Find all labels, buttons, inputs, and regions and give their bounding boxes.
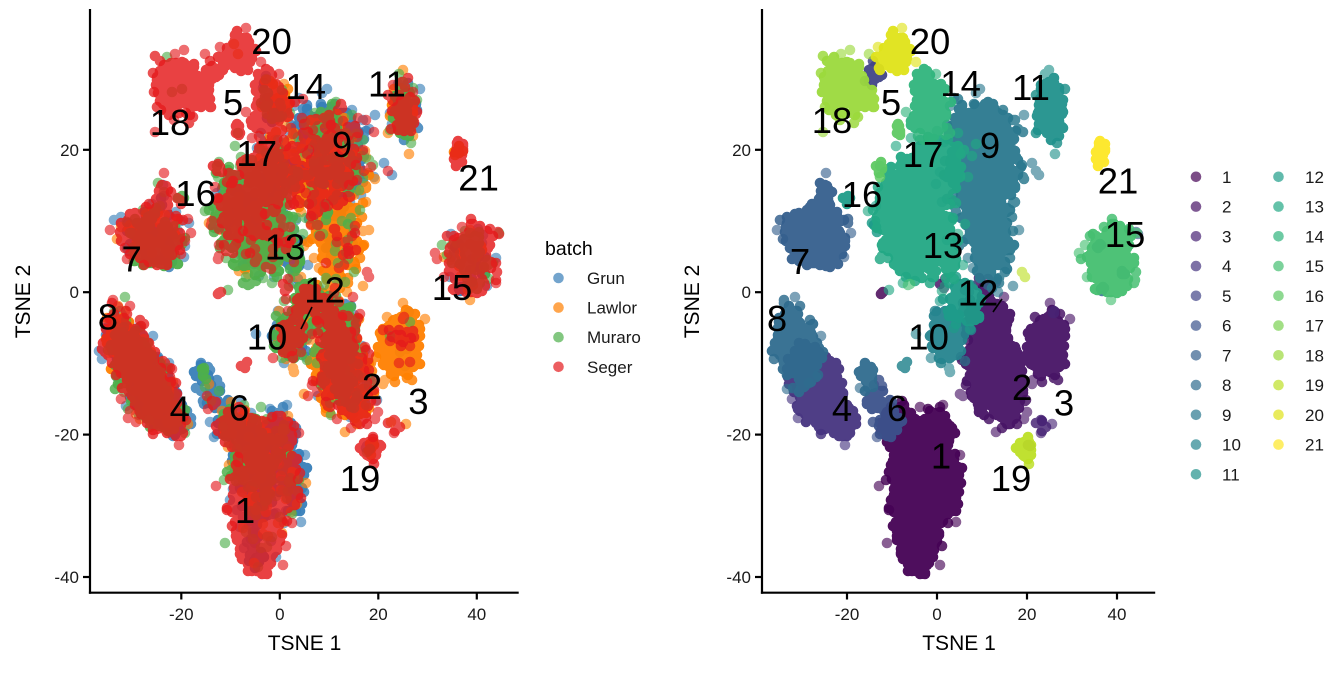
svg-text:13: 13	[923, 225, 964, 266]
svg-text:3: 3	[1054, 383, 1074, 424]
svg-text:2: 2	[1012, 367, 1032, 408]
svg-text:TSNE 1: TSNE 1	[922, 632, 996, 655]
svg-text:2: 2	[1222, 198, 1231, 217]
svg-text:10: 10	[908, 317, 949, 358]
svg-text:4: 4	[832, 388, 852, 429]
svg-text:14: 14	[940, 63, 981, 104]
svg-text:18: 18	[1305, 346, 1324, 365]
svg-text:7: 7	[122, 239, 142, 280]
svg-text:5: 5	[223, 82, 243, 123]
svg-text:6: 6	[1222, 317, 1231, 336]
svg-text:17: 17	[903, 134, 944, 175]
svg-text:11: 11	[1012, 67, 1050, 108]
svg-text:-40: -40	[726, 568, 751, 587]
svg-text:17: 17	[1305, 317, 1324, 336]
svg-text:20: 20	[1305, 406, 1324, 425]
svg-text:10: 10	[1222, 436, 1241, 455]
svg-text:0: 0	[742, 283, 751, 302]
svg-text:batch: batch	[545, 238, 593, 260]
svg-text:2: 2	[362, 366, 382, 407]
svg-text:19: 19	[991, 458, 1032, 499]
svg-text:9: 9	[980, 125, 1000, 166]
svg-text:17: 17	[236, 133, 277, 174]
svg-text:8: 8	[767, 298, 787, 339]
svg-text:12: 12	[304, 269, 345, 310]
svg-text:11: 11	[1222, 465, 1240, 484]
svg-text:21: 21	[1098, 161, 1139, 202]
svg-text:-20: -20	[54, 426, 79, 445]
svg-text:18: 18	[150, 102, 191, 143]
svg-text:3: 3	[1222, 227, 1231, 246]
svg-text:-20: -20	[835, 605, 860, 624]
svg-text:9: 9	[332, 124, 352, 165]
svg-text:20: 20	[732, 141, 751, 160]
svg-text:7: 7	[790, 241, 810, 282]
svg-text:12: 12	[958, 273, 999, 314]
svg-text:21: 21	[458, 157, 499, 198]
svg-text:6: 6	[229, 388, 249, 429]
svg-text:20: 20	[910, 21, 951, 62]
svg-text:0: 0	[70, 283, 79, 302]
svg-text:5: 5	[1222, 287, 1231, 306]
svg-text:11: 11	[368, 64, 406, 105]
svg-text:Muraro: Muraro	[587, 328, 641, 347]
svg-text:TSNE 2: TSNE 2	[12, 265, 35, 339]
svg-text:14: 14	[285, 66, 326, 107]
svg-text:40: 40	[1108, 605, 1127, 624]
svg-text:20: 20	[251, 21, 292, 62]
svg-text:Seger: Seger	[587, 358, 633, 377]
svg-text:TSNE 2: TSNE 2	[681, 265, 704, 339]
svg-text:20: 20	[60, 141, 79, 160]
svg-text:13: 13	[1305, 198, 1324, 217]
svg-text:19: 19	[340, 458, 381, 499]
svg-text:5: 5	[881, 82, 901, 123]
svg-text:15: 15	[1105, 214, 1146, 255]
svg-text:8: 8	[98, 297, 118, 338]
svg-text:12: 12	[1305, 168, 1324, 187]
svg-text:TSNE 1: TSNE 1	[268, 632, 342, 655]
svg-text:-20: -20	[726, 426, 751, 445]
svg-text:0: 0	[275, 605, 284, 624]
svg-text:-40: -40	[54, 568, 79, 587]
svg-text:Grun: Grun	[587, 269, 625, 288]
svg-text:1: 1	[931, 436, 951, 477]
svg-text:40: 40	[467, 605, 486, 624]
svg-text:16: 16	[842, 174, 883, 215]
svg-text:19: 19	[1305, 376, 1324, 395]
svg-text:15: 15	[432, 267, 473, 308]
svg-text:4: 4	[1222, 257, 1231, 276]
svg-text:0: 0	[932, 605, 941, 624]
svg-text:Lawlor: Lawlor	[587, 299, 637, 318]
svg-text:13: 13	[265, 227, 306, 268]
svg-text:-20: -20	[169, 605, 194, 624]
svg-text:4: 4	[170, 389, 190, 430]
svg-text:14: 14	[1305, 227, 1324, 246]
svg-text:18: 18	[812, 100, 853, 141]
svg-text:21: 21	[1305, 436, 1324, 455]
svg-text:16: 16	[1305, 287, 1324, 306]
svg-text:6: 6	[887, 388, 907, 429]
svg-text:3: 3	[408, 381, 428, 422]
svg-text:15: 15	[1305, 257, 1324, 276]
svg-text:8: 8	[1222, 376, 1231, 395]
svg-text:9: 9	[1222, 406, 1231, 425]
svg-text:7: 7	[1222, 346, 1231, 365]
svg-text:10: 10	[247, 317, 288, 358]
svg-text:20: 20	[369, 605, 388, 624]
svg-text:16: 16	[175, 173, 216, 214]
svg-text:1: 1	[235, 490, 255, 531]
svg-text:1: 1	[1222, 168, 1231, 187]
svg-text:20: 20	[1018, 605, 1037, 624]
